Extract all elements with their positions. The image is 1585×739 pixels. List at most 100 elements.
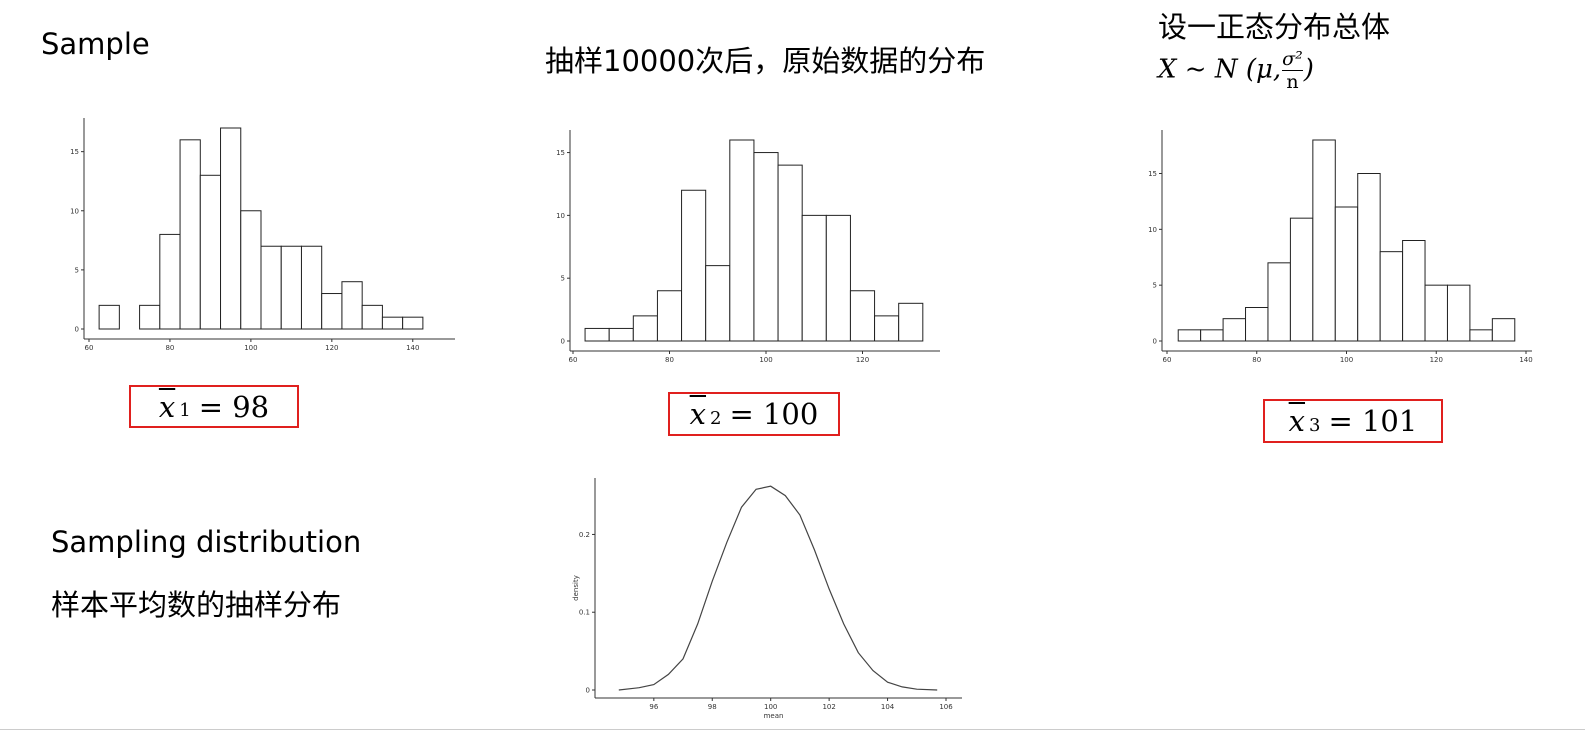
histogram-bar — [777, 164, 803, 342]
histogram-bar — [1491, 318, 1516, 342]
x-tick-label: 80 — [165, 344, 174, 352]
x-tick-label: 96 — [649, 703, 658, 711]
histogram-bar — [753, 152, 779, 342]
y-axis-title: density — [572, 575, 580, 601]
mean-symbol: x — [689, 397, 707, 431]
x-tick-label: 120 — [1430, 356, 1443, 364]
formula-fraction: σ² n — [1282, 48, 1303, 93]
histogram-bar — [381, 316, 404, 330]
histogram-bar — [1267, 262, 1291, 342]
histogram-bar — [98, 304, 120, 330]
histogram-bar — [1357, 173, 1381, 342]
histogram-bar — [608, 327, 634, 342]
histogram-bar — [1446, 284, 1471, 342]
formula-denominator: n — [1286, 71, 1299, 93]
histogram-bar — [1469, 329, 1493, 342]
x-tick-label: 106 — [939, 703, 953, 711]
raw-distribution-title: 抽样10000次后，原始数据的分布 — [545, 44, 986, 78]
mean-subscript: 2 — [710, 407, 722, 429]
y-tick-label: 5 — [1153, 282, 1157, 290]
histogram-bar — [1334, 206, 1359, 342]
density-curve — [618, 485, 938, 691]
formula-suffix: ) — [1303, 54, 1314, 85]
population-title: 设一正态分布总体 — [1158, 10, 1391, 44]
x-tick-label: 98 — [708, 703, 717, 711]
histogram-bar — [1245, 307, 1269, 342]
histogram-bar — [341, 281, 363, 330]
x-tick-label: 100 — [1340, 356, 1353, 364]
y-tick-label: 15 — [70, 148, 79, 156]
histogram-bar — [402, 316, 424, 330]
formula-prefix: X ~ N (μ, — [1158, 54, 1282, 85]
y-tick-label: 0.1 — [579, 609, 590, 617]
mean-value: = 98 — [198, 389, 270, 424]
y-tick-label: 5 — [75, 266, 79, 274]
mean-box-3: x 3 = 101 — [1263, 399, 1443, 443]
y-tick-label: 0.2 — [579, 531, 590, 539]
x-tick-label: 100 — [244, 344, 257, 352]
histogram-bar — [801, 214, 827, 342]
histogram-bar — [656, 290, 683, 342]
mean-symbol: x — [1288, 404, 1306, 438]
y-tick-label: 5 — [561, 275, 565, 283]
y-tick-label: 10 — [556, 212, 565, 220]
histogram-bar — [139, 304, 161, 330]
x-tick-label: 102 — [822, 703, 835, 711]
mean-value: = 100 — [729, 397, 819, 431]
histogram-bar — [240, 210, 262, 330]
y-tick-label: 15 — [556, 149, 565, 157]
sampling-distribution-label: Sampling distribution — [51, 525, 362, 559]
y-tick-label: 0 — [75, 326, 79, 334]
histogram-bar — [1312, 139, 1336, 342]
mean-box-2: x 2 = 100 — [668, 392, 840, 436]
x-tick-label: 104 — [881, 703, 895, 711]
x-tick-label: 80 — [665, 356, 674, 364]
histogram-bar — [729, 139, 755, 342]
histogram-bar — [179, 139, 201, 330]
y-tick-label: 0 — [1153, 338, 1157, 346]
histogram-bar — [280, 245, 302, 330]
histogram-bar — [361, 304, 383, 330]
histogram-bar — [199, 174, 222, 330]
histogram-bar — [1424, 284, 1448, 342]
histogram-bar — [1289, 217, 1314, 342]
histogram-bar — [159, 233, 181, 330]
y-tick-label: 0 — [586, 687, 590, 695]
histogram-bar — [632, 315, 658, 342]
population-formula: X ~ N (μ, σ² n) — [1158, 48, 1314, 93]
histogram-bar — [1379, 251, 1404, 342]
mean-subscript: 3 — [1309, 414, 1321, 436]
histogram-bar — [1177, 329, 1202, 342]
sampling-distribution-cn-label: 样本平均数的抽样分布 — [51, 588, 342, 622]
formula-numerator: σ² — [1282, 48, 1303, 71]
x-tick-label: 140 — [406, 344, 419, 352]
y-tick-label: 15 — [1148, 170, 1157, 178]
mean-symbol: x — [158, 389, 176, 424]
x-tick-label: 140 — [1519, 356, 1532, 364]
histogram-bar — [300, 245, 323, 330]
x-tick-label: 80 — [1252, 356, 1261, 364]
histogram-bar — [898, 302, 924, 342]
histogram-bar — [584, 327, 610, 342]
y-tick-label: 0 — [561, 338, 565, 346]
histogram-bar — [220, 127, 242, 330]
y-tick-label: 10 — [70, 207, 79, 215]
histogram-bar — [260, 245, 282, 330]
x-tick-label: 120 — [325, 344, 338, 352]
sample-label: Sample — [41, 27, 150, 61]
bottom-divider — [0, 729, 1585, 730]
mean-box-1: x 1 = 98 — [129, 385, 299, 428]
histogram-bar — [321, 293, 343, 330]
x-tick-label: 60 — [85, 344, 94, 352]
x-tick-label: 100 — [759, 356, 772, 364]
histogram-bar — [874, 315, 900, 342]
x-axis-title: mean — [764, 712, 784, 720]
histogram-bar — [825, 214, 851, 342]
mean-value: = 101 — [1328, 404, 1418, 438]
histogram-bar — [681, 189, 707, 342]
histogram-bar — [849, 290, 876, 342]
histogram-bar — [1222, 318, 1247, 342]
y-tick-label: 10 — [1148, 226, 1157, 234]
histogram-bar — [705, 265, 731, 342]
